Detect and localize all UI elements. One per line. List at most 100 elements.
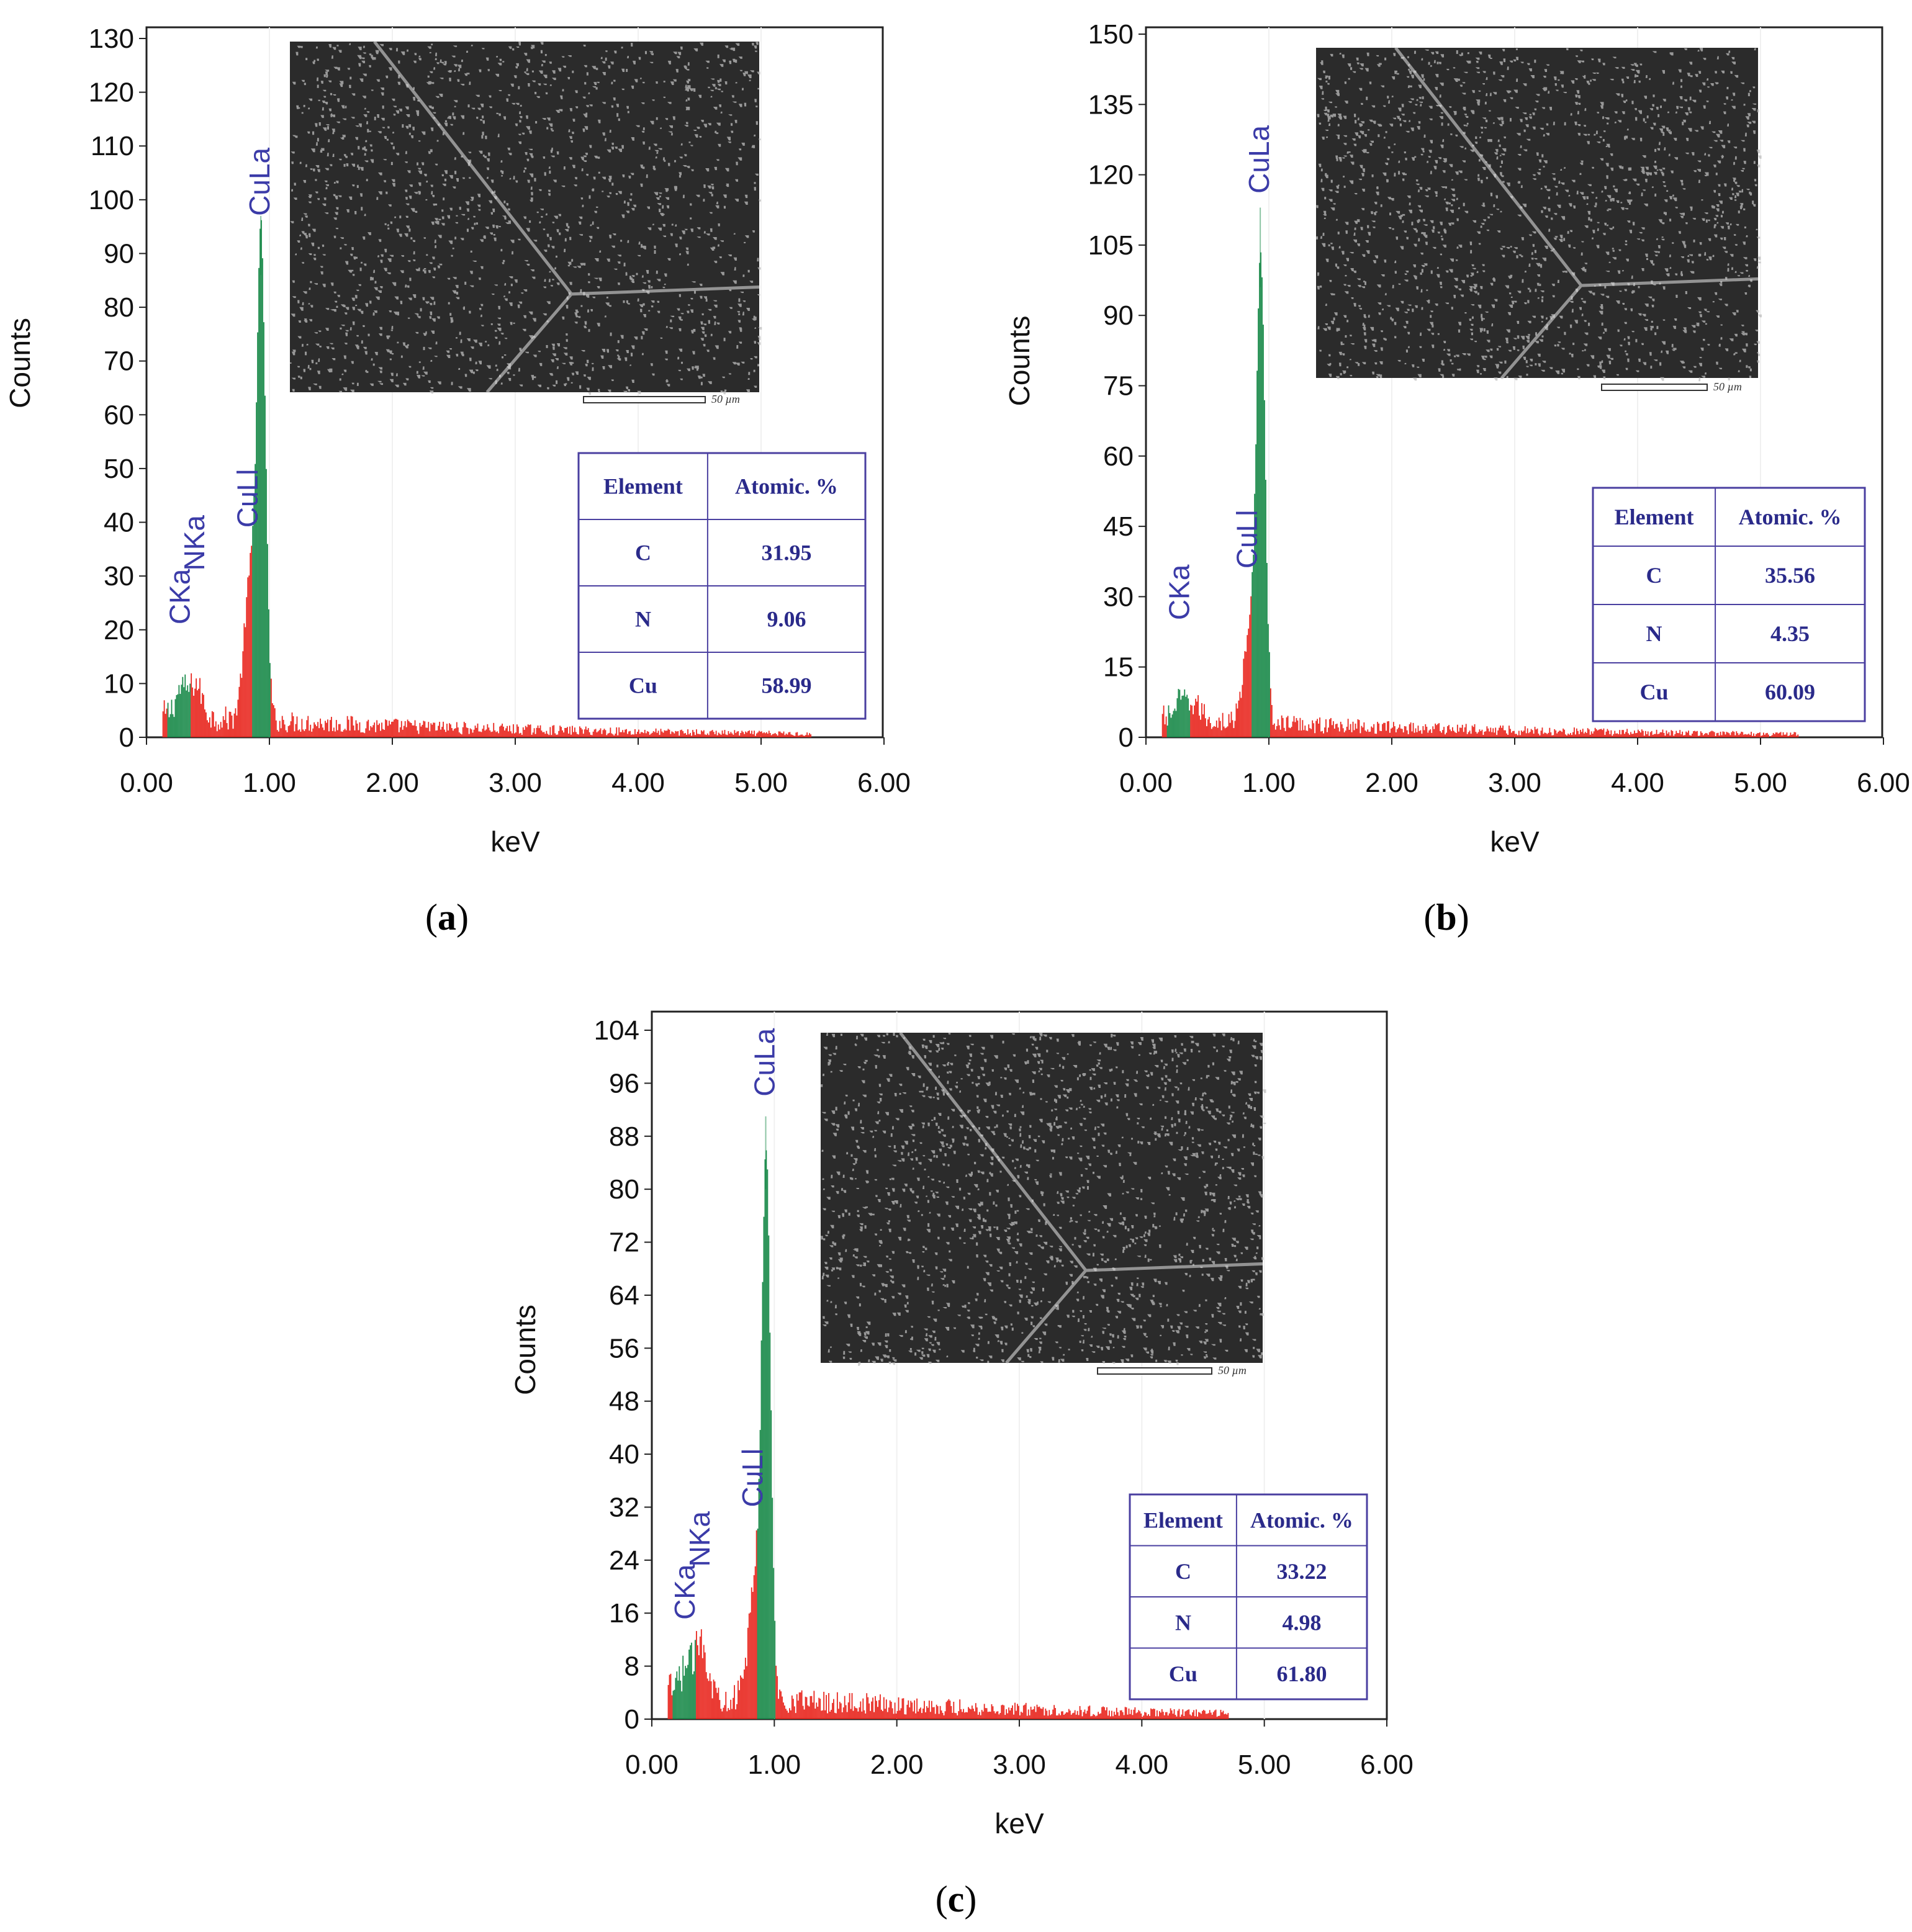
- spectrum-bar: [818, 1697, 820, 1719]
- spectrum-bar: [1453, 730, 1454, 737]
- scale-bar-rect: [1097, 1367, 1212, 1375]
- spectrum-bar: [1722, 731, 1724, 737]
- spectrum-bar: [1574, 727, 1575, 737]
- spectrum-bar: [700, 730, 702, 737]
- spectrum-bar: [955, 1713, 957, 1719]
- spectrum-bar: [1641, 729, 1643, 737]
- spectrum-bar: [1442, 730, 1443, 737]
- spectrum-bar: [214, 726, 215, 737]
- spectrum-bar: [1065, 1714, 1066, 1719]
- spectrum-bar: [1149, 1715, 1150, 1719]
- spectrum-bar: [990, 1712, 991, 1719]
- spectrum-bar: [719, 734, 721, 737]
- spectrum-bar: [816, 1702, 818, 1719]
- micrograph-background: [1316, 48, 1758, 378]
- spectrum-bar: [1578, 734, 1580, 737]
- spectrum-bar: [819, 1699, 821, 1719]
- spectrum-bar: [1235, 703, 1237, 737]
- spectrum-bar: [889, 1700, 891, 1719]
- spectrum-bar: [320, 718, 321, 737]
- spectrum-bar: [1548, 732, 1549, 737]
- spectrum-bar: [782, 733, 783, 737]
- spectrum-bar: [629, 730, 631, 737]
- spectrum-bar: [1337, 727, 1339, 737]
- spectrum-bar: [1324, 727, 1325, 737]
- spectrum-bar: [1705, 733, 1707, 737]
- spectrum-bar: [1392, 727, 1393, 737]
- spectrum-bar: [1694, 730, 1695, 737]
- spectrum-bar: [557, 734, 559, 737]
- spectrum-bar: [959, 1699, 961, 1719]
- spectrum-bar: [1756, 734, 1757, 737]
- table-cell: 31.95: [761, 541, 811, 565]
- spectrum-bar: [404, 721, 406, 737]
- spectrum-bar: [953, 1701, 955, 1719]
- spectrum-bar: [856, 1708, 858, 1719]
- spectrum-bar: [165, 714, 166, 737]
- spectrum-bar: [1084, 1709, 1086, 1719]
- spectrum-bar: [787, 734, 788, 737]
- spectrum-bar: [1412, 722, 1414, 737]
- x-tick-label: 2.00: [870, 1750, 924, 1780]
- spectrum-bar: [1322, 730, 1323, 737]
- spectrum-bar: [1582, 729, 1584, 737]
- spectrum-bar: [1497, 730, 1499, 737]
- spectrum-bar: [247, 577, 249, 737]
- spectrum-bar: [968, 1707, 969, 1719]
- x-tick-label: 0.00: [625, 1750, 679, 1780]
- spectrum-bar: [1006, 1709, 1008, 1719]
- spectrum-bar: [1009, 1710, 1011, 1719]
- spectrum-bar: [993, 1711, 995, 1719]
- spectrum-bar: [1652, 734, 1654, 737]
- spectrum-bar: [1386, 730, 1387, 737]
- spectrum-bar: [608, 732, 610, 737]
- spectrum-bar: [1271, 704, 1273, 737]
- spectrum-bar: [947, 1701, 949, 1719]
- spectrum-bar: [1017, 1704, 1018, 1719]
- table-cell: Cu: [1640, 680, 1669, 704]
- spectrum-bar: [1098, 1712, 1099, 1719]
- spectrum-bar: [543, 732, 545, 737]
- spectrum-bar: [1538, 734, 1540, 737]
- spectrum-bar: [726, 735, 728, 737]
- spectrum-bar: [675, 730, 677, 737]
- spectrum-bar: [1250, 596, 1252, 737]
- spectrum-bar: [742, 1678, 744, 1719]
- spectrum-bar: [1723, 732, 1725, 737]
- spectrum-bar: [1648, 735, 1650, 737]
- spectrum-bar: [873, 1712, 875, 1719]
- spectrum-bar: [443, 721, 444, 737]
- spectrum-bar: [1128, 1708, 1130, 1719]
- spectrum-bar: [1219, 721, 1221, 737]
- spectrum-bar: [1767, 734, 1769, 737]
- y-tick-label: 120: [1088, 160, 1134, 191]
- spectrum-bar: [1074, 1710, 1076, 1719]
- spectrum-bar: [494, 730, 496, 737]
- spectrum-bar: [1725, 734, 1726, 737]
- spectrum-bar: [1362, 727, 1364, 737]
- spectrum-bar: [967, 1712, 968, 1719]
- spectrum-bar: [1506, 733, 1507, 737]
- spectrum-bar: [1515, 734, 1516, 737]
- spectrum-bar: [1626, 729, 1628, 737]
- spectrum-bar: [1663, 732, 1665, 737]
- spectrum-bar: [1649, 732, 1651, 737]
- spectrum-bar: [613, 735, 615, 737]
- spectrum-bar: [740, 1675, 741, 1719]
- spectrum-bar: [870, 1710, 872, 1719]
- spectrum-bar: [422, 724, 423, 737]
- spectrum-bar: [1463, 732, 1464, 737]
- spectrum-bar: [1474, 724, 1476, 737]
- spectrum-bar: [1454, 732, 1456, 737]
- spectrum-bar: [1630, 732, 1631, 737]
- spectrum-bar: [1384, 722, 1386, 737]
- spectrum-bar: [1050, 1715, 1052, 1719]
- spectrum-bar: [504, 730, 505, 737]
- spectrum-bar: [183, 687, 185, 737]
- spectrum-bar: [692, 730, 693, 737]
- spectrum-bar: [789, 732, 791, 737]
- spectrum-bar: [1765, 733, 1767, 737]
- spectrum-bar: [772, 1498, 773, 1719]
- spectrum-bar: [294, 731, 295, 737]
